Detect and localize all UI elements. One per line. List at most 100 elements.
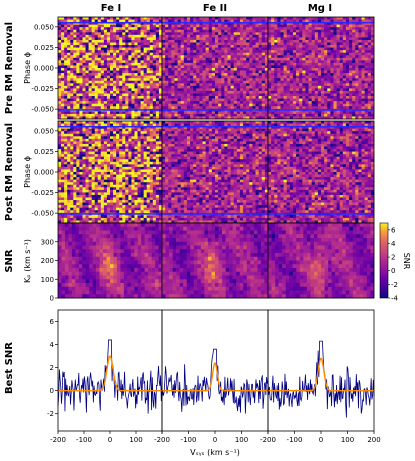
phase-cell (246, 50, 250, 53)
phase-cell (321, 17, 325, 20)
phase-cell (79, 179, 83, 183)
phase-cell (140, 149, 144, 152)
phase-cell (113, 174, 117, 178)
phase-cell (125, 138, 129, 142)
phase-cell (336, 96, 341, 99)
phase-cell (85, 32, 89, 36)
phase-cell (146, 70, 151, 74)
phase-cell (88, 90, 92, 94)
phase-cell (70, 80, 74, 84)
phase-cell (110, 47, 114, 51)
phase-cell (370, 34, 375, 38)
phase-cell (76, 17, 80, 20)
phase-cell (243, 93, 247, 97)
phase-cell (367, 29, 372, 33)
phase-cell (140, 80, 144, 84)
phase-cell (143, 90, 148, 94)
phase-cell (103, 29, 108, 33)
phase-cell (352, 50, 356, 53)
phase-cell (236, 113, 241, 117)
phase-cell (202, 98, 206, 102)
phase-cell (205, 73, 210, 76)
phase-cell (88, 103, 92, 107)
phase-cell (230, 27, 235, 31)
phase-cell (94, 55, 99, 59)
phase-cell (274, 32, 278, 36)
phase-cell (131, 29, 135, 33)
phase-cell (296, 113, 300, 117)
phase-cell (149, 34, 154, 38)
phase-cell (299, 85, 303, 89)
phase-cell (352, 65, 356, 69)
phase-cell (327, 57, 331, 61)
phase-cell (236, 70, 241, 74)
phase-cell (196, 111, 200, 115)
phase-cell (352, 73, 356, 76)
phase-cell (149, 179, 154, 183)
phase-cell (230, 57, 235, 61)
phase-cell (94, 98, 99, 102)
phase-cell (119, 75, 123, 79)
phase-cell (358, 85, 362, 89)
phase-cell (140, 138, 144, 142)
phase-cell (327, 70, 331, 74)
phase-cell (134, 32, 138, 36)
phase-cell (155, 37, 160, 41)
phase-cell (97, 174, 102, 178)
phase-cell (246, 98, 250, 102)
phase-cell (208, 113, 213, 117)
phase-cell (58, 138, 62, 142)
phase-cell (158, 27, 163, 31)
phase-cell (110, 116, 114, 120)
phase-cell (339, 27, 344, 31)
phase-cell (73, 166, 77, 170)
phase-cell (58, 68, 62, 71)
phase-cell (296, 85, 300, 89)
phase-cell (292, 106, 297, 110)
phase-cell (233, 55, 238, 59)
phase-cell (292, 55, 297, 59)
phase-cell (155, 131, 160, 135)
phase-cell (205, 47, 210, 51)
phase-cell (131, 52, 135, 56)
phase-cell (73, 131, 77, 135)
phase-cell (299, 27, 303, 31)
phase-cell (289, 19, 294, 23)
phase-cell (162, 80, 166, 84)
phase-cell (370, 80, 375, 84)
phase-cell (283, 106, 288, 110)
phase-cell (255, 73, 259, 76)
phase-cell (330, 19, 334, 23)
phase-cell (61, 179, 65, 183)
phase-cell (100, 68, 105, 71)
phase-cell (302, 90, 306, 94)
phase-cell (258, 98, 263, 102)
phase-cell (193, 65, 197, 69)
phase-cell (103, 143, 108, 147)
phase-cell (146, 93, 151, 97)
phase-cell (97, 29, 102, 33)
phase-cell (110, 62, 114, 66)
phase-cell (67, 68, 71, 71)
phase-cell (146, 143, 151, 147)
phase-cell (106, 78, 111, 82)
phase-cell (100, 146, 105, 150)
phase-cell (367, 27, 372, 31)
phase-cell (82, 101, 86, 104)
phase-cell (199, 88, 203, 92)
phase-cell (174, 70, 178, 74)
phase-cell (58, 174, 62, 178)
phase-cell (364, 93, 369, 97)
phase-cell (58, 146, 62, 150)
phase-cell (261, 98, 266, 102)
phase-cell (199, 85, 203, 89)
phase-cell (103, 179, 108, 183)
phase-cell (186, 60, 191, 64)
phase-cell (330, 70, 334, 74)
phase-cell (88, 179, 92, 183)
phase-cell (268, 39, 272, 43)
phase-cell (67, 98, 71, 102)
phase-cell (174, 62, 178, 66)
phase-cell (342, 24, 347, 28)
phase-cell (333, 47, 337, 51)
